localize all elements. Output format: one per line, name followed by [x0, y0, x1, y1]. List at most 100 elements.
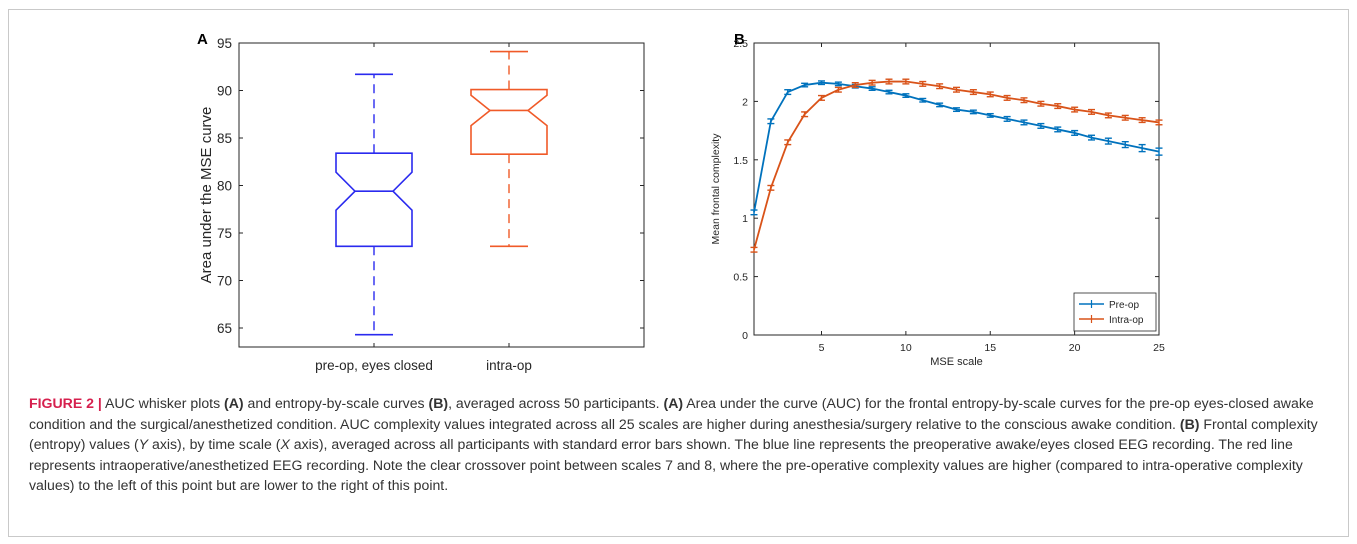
legend-label: Intra-op [1109, 315, 1144, 326]
error-bar [902, 78, 910, 85]
caption-text: Area under the curve (AUC) for the front… [29, 395, 1314, 432]
error-bar [750, 246, 758, 253]
error-bar [818, 94, 825, 101]
error-bar [784, 89, 792, 96]
error-bar [868, 86, 876, 92]
x-axis-label: MSE scale [930, 356, 983, 368]
caption-x-axis: X [280, 436, 290, 452]
error-bar [1071, 129, 1079, 136]
error-bar [834, 81, 842, 87]
box-plot-svg: A 65 70 75 80 85 90 95 pre-op, eyes closed intra-… [197, 31, 645, 373]
error-bar [1155, 119, 1163, 126]
error-bar [885, 78, 893, 85]
error-bar [986, 112, 994, 118]
x-category-label: intra-op [486, 358, 532, 373]
x-tick-label: 15 [984, 342, 996, 354]
error-bar [986, 91, 994, 98]
error-bar [868, 79, 876, 86]
error-bar [767, 184, 775, 191]
error-bar [1003, 94, 1011, 101]
panel-b-line-chart: B 0 0.5 1 1.5 2 2.5 5 10 15 20 25 MSE scale Mean fron… [699, 31, 1169, 372]
error-bar [1088, 134, 1095, 141]
series-line-intra-op [753, 80, 1160, 250]
y-tick-label: 75 [217, 226, 232, 241]
error-bar [1138, 117, 1146, 124]
caption-text: Frontal complexity (entropy) values ( [29, 415, 1318, 453]
y-tick-label: 0 [742, 330, 748, 342]
error-bar [902, 93, 910, 99]
error-bar [767, 118, 775, 125]
error-bar [969, 89, 977, 96]
error-bar [1071, 106, 1079, 113]
error-bar [1003, 115, 1011, 122]
caption-text: AUC whisker plots [101, 395, 225, 411]
y-tick-label: 95 [217, 36, 232, 51]
error-bar [1088, 108, 1095, 115]
error-bar [1054, 126, 1062, 133]
caption-text: axis), by time scale ( [148, 436, 281, 452]
y-axis-label: Area under the MSE curve [198, 107, 215, 284]
figure-caption: FIGURE 2 | AUC whisker plots (A) and ent… [29, 393, 1329, 496]
caption-ref-a: (A) [224, 395, 244, 411]
error-bar [953, 107, 960, 113]
x-tick-label: 5 [819, 342, 825, 354]
y-tick-label: 2.5 [733, 38, 748, 50]
legend-label: Pre-op [1109, 300, 1139, 311]
y-tick-label: 90 [217, 84, 232, 99]
caption-ref-b: (B) [1179, 415, 1200, 432]
error-bar [1121, 114, 1129, 121]
y-tick-label: 0.5 [733, 272, 748, 284]
error-bar [1121, 140, 1129, 149]
panel-letter-b: B [734, 31, 745, 48]
y-tick-label: 70 [217, 274, 232, 289]
y-tick-label: 65 [217, 321, 232, 336]
x-category-label: pre-op, eyes closed [315, 358, 433, 373]
error-bar [1104, 137, 1112, 145]
error-bar [801, 111, 809, 118]
caption-ref-b: (B) [428, 395, 449, 411]
caption-text: , averaged across 50 participants. [448, 395, 664, 411]
caption-y-axis: Y [138, 436, 149, 452]
x-tick-label: 20 [1069, 342, 1081, 354]
line-chart-svg: B 0 0.5 1 1.5 2 2.5 5 10 15 20 25 MSE scale Mean fron… [710, 31, 1165, 368]
error-bar [1020, 97, 1028, 104]
error-bar [818, 80, 825, 86]
error-bar [953, 86, 960, 93]
plot-area-frame [753, 42, 1160, 336]
x-tick-label: 25 [1153, 342, 1165, 354]
error-bar [1020, 119, 1028, 126]
panel-a-box-plot: A 65 70 75 80 85 90 95 pre-op, eyes closed intra-… [189, 31, 659, 373]
error-bar [936, 102, 944, 108]
notched-box [470, 88, 548, 155]
y-tick-label: 2 [742, 96, 748, 108]
caption-ref-a: (A) [663, 395, 684, 411]
error-bar [1037, 122, 1045, 129]
error-bar [801, 82, 809, 88]
caption-text: axis), averaged across all participants … [29, 436, 1303, 493]
error-bar [1155, 147, 1163, 156]
figure-frame: A 65 70 75 80 85 90 95 pre-op, eyes closed intra-… [8, 9, 1349, 537]
error-bar [936, 83, 944, 90]
x-tick-label: 10 [900, 342, 912, 354]
error-bar [1138, 143, 1146, 153]
y-tick-label: 1.5 [733, 155, 748, 167]
error-bar [919, 97, 927, 103]
error-bar [834, 86, 842, 93]
error-bar [851, 82, 859, 89]
y-tick-label: 80 [217, 179, 232, 194]
series-line-pre-op [753, 81, 1160, 213]
y-tick-label: 1 [742, 213, 748, 225]
error-bar [919, 80, 927, 87]
caption-text: and entropy-by-scale curves [243, 395, 429, 411]
error-bar [1104, 112, 1112, 119]
y-axis-label: Mean frontal complexity [710, 133, 722, 245]
error-bar [1054, 103, 1062, 110]
plot-area-frame [238, 42, 645, 348]
error-bar [1037, 100, 1045, 107]
caption-figure-label: FIGURE 2 | [29, 395, 102, 411]
panel-letter-a: A [197, 31, 208, 48]
notched-box [335, 152, 413, 248]
error-bar [750, 209, 758, 216]
legend-box [1073, 292, 1157, 332]
error-bar [969, 109, 977, 115]
